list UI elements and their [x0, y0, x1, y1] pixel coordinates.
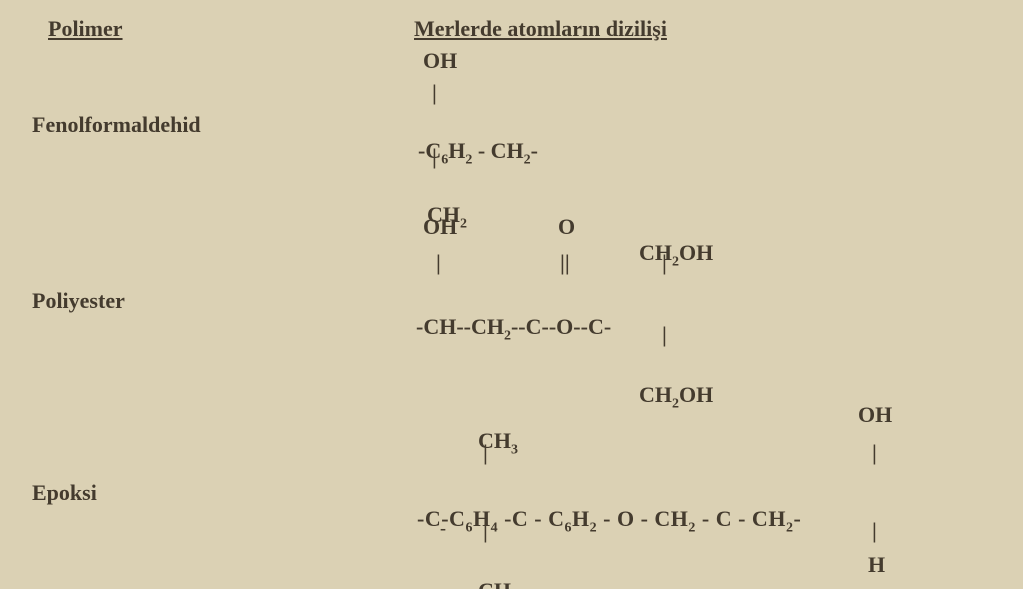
epoxy-m6b: 6: [565, 520, 573, 535]
epoxy-h: H: [868, 552, 885, 578]
phenol-oh: OH: [423, 48, 457, 74]
epoxy-main: -C-C6H4 -C - C6H2 - O - CH2 - C - CH2-: [405, 480, 801, 536]
header-dizilis: Merlerde atomların dizilişi: [414, 16, 667, 42]
epoxy-bar-top-r: |: [872, 440, 877, 466]
polyester-bar2: |: [662, 250, 667, 276]
polyester-bar3: |: [662, 322, 667, 348]
polyester-ch2oh-bot-oh: OH: [679, 382, 713, 407]
polyester-ch2oh-top-ch: CH: [639, 240, 672, 265]
epoxy-mtail: -: [793, 506, 801, 531]
epoxy-m2b: 2: [590, 520, 598, 535]
epoxy-m2: H: [473, 506, 491, 531]
epoxy-m4b: H: [572, 506, 590, 531]
epoxy-oh: OH: [858, 402, 892, 428]
polyester-main-1: -CH--CH: [416, 314, 504, 339]
epoxy-m6c: - C - CH: [696, 506, 786, 531]
polyester-main: -CH--CH2--C--O--C-: [405, 288, 611, 344]
polyester-ch2oh-bot: CH2OH: [628, 356, 713, 412]
polyester-ch2oh-bot-ch: CH: [639, 382, 672, 407]
epoxy-ch3-s: 3: [511, 442, 518, 457]
phenol-ch2-s: 2: [460, 216, 467, 231]
epoxy-m4: 4: [491, 520, 499, 535]
epoxy-m5: - O - CH: [597, 506, 688, 531]
phenol-main-sp: - CH: [472, 138, 523, 163]
polymer-epoxy-name: Epoksi: [32, 480, 97, 506]
phenol-main-2b: 2: [524, 152, 531, 167]
polyester-ch2oh-top-sub: 2: [672, 254, 679, 269]
epoxy-tick: -: [440, 518, 446, 539]
polyester-bar1: |: [436, 250, 441, 276]
epoxy-m2c: 2: [688, 520, 696, 535]
epoxy-ch2-t: CH: [478, 578, 511, 589]
header-polimer: Polimer: [48, 16, 123, 42]
polyester-oh: OH: [423, 214, 457, 240]
polyester-ch2oh-bot-sub: 2: [672, 396, 679, 411]
polymer-polyester-name: Poliyester: [32, 288, 125, 314]
epoxy-bar-bot-r: |: [872, 518, 877, 544]
polyester-ch2oh-top-oh: OH: [679, 240, 713, 265]
phenol-main: -C6H2 - CH2-: [407, 112, 538, 168]
polyester-o: O: [558, 214, 575, 240]
epoxy-m6: 6: [465, 520, 473, 535]
phenol-main-pre: -C: [418, 138, 441, 163]
epoxy-ch3: CH3: [467, 402, 518, 458]
polyester-ch2oh-top: CH2OH: [628, 214, 713, 270]
epoxy-bar-top-l: |: [483, 440, 488, 466]
polyester-main-sub: 2: [504, 328, 511, 343]
polymer-phenol-name: Fenolformaldehid: [32, 112, 201, 138]
polyester-main-mid: --C--O--C-: [511, 314, 611, 339]
phenol-main-mid: H: [448, 138, 465, 163]
epoxy-ch2: CH2: [467, 552, 518, 589]
epoxy-bar-bot-l: |: [483, 518, 488, 544]
epoxy-m3: -C - C: [498, 506, 564, 531]
phenol-main-tail: -: [531, 138, 538, 163]
phenol-bar2: |: [432, 144, 437, 170]
polyester-dbl: ||: [560, 250, 570, 276]
phenol-bar: |: [432, 80, 437, 106]
